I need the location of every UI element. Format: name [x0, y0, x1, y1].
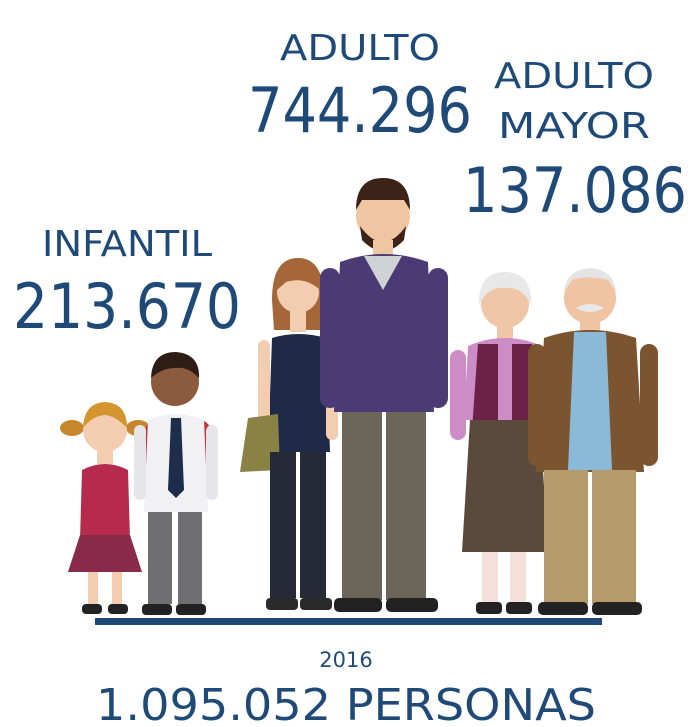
girl-figure: [60, 402, 150, 614]
old-woman-figure: [450, 272, 560, 614]
group-label: INFANTIL: [42, 224, 212, 265]
boy-figure: [134, 352, 218, 615]
group-count: 744.296: [248, 74, 472, 147]
group-label: ADULTO: [494, 56, 654, 97]
total-label: 1.095.052 PERSONAS: [96, 680, 596, 727]
group-count: 137.086: [463, 154, 687, 227]
base-line: [95, 618, 602, 625]
woman-figure: [240, 258, 338, 610]
man-figure: [320, 178, 448, 612]
group-count: 213.670: [13, 270, 241, 343]
old-man-figure: [528, 268, 658, 615]
group-label: MAYOR: [498, 106, 650, 147]
year-label: 2016: [319, 648, 372, 672]
group-label: ADULTO: [280, 28, 440, 69]
